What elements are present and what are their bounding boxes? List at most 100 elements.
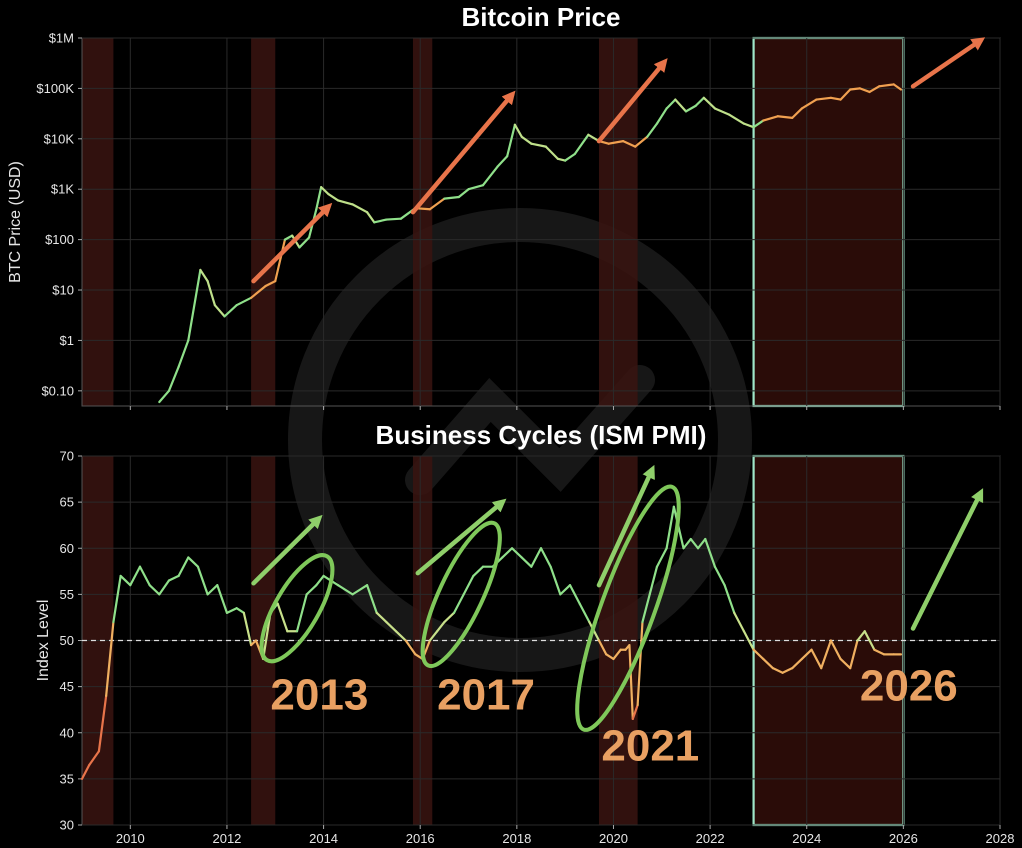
series-segment-71 (696, 537, 707, 550)
series-segment-26 (428, 197, 446, 211)
series-segment-4 (199, 268, 209, 283)
series-segment-0 (158, 389, 171, 404)
series-segment-28 (457, 188, 470, 199)
series-line-0 (158, 83, 903, 404)
x-tick-label-2: 2014 (309, 831, 338, 846)
year-annotation-2026: 2026 (860, 661, 958, 710)
cycle-ellipse-2 (575, 484, 681, 732)
series-segment-67 (665, 505, 675, 550)
series-segment-7 (223, 304, 238, 318)
series-segment-84 (820, 639, 832, 670)
series-segment-62 (631, 703, 639, 721)
series-segment-46 (501, 547, 514, 559)
series-segment-70 (689, 537, 700, 550)
series-segment-48 (520, 556, 533, 568)
series-line-0 (80, 505, 903, 780)
trend-arrow-0 (251, 514, 323, 586)
series-segment-58 (791, 107, 804, 119)
series-segment-55 (752, 119, 765, 129)
series-segment-20 (351, 203, 369, 214)
series-segment-80 (781, 667, 794, 674)
series-segment-21 (365, 211, 376, 224)
series-segment-11 (274, 238, 287, 283)
series-segment-46 (655, 107, 668, 125)
y-tick-label-1: $100K (36, 81, 74, 96)
y-tick-label-6: $1 (60, 333, 74, 348)
series-segment-83 (810, 648, 823, 670)
series-segment-60 (815, 96, 832, 101)
y-tick-label-0: $1M (49, 31, 74, 46)
series-segment-8 (235, 296, 253, 307)
series-segment-39 (573, 133, 590, 156)
series-segment-89 (863, 630, 876, 651)
series-segment-32 (375, 611, 388, 624)
watermark-logo (288, 208, 752, 672)
series-segment-44 (634, 135, 649, 148)
series-segment-65 (868, 85, 881, 94)
y-axis-label-1: Index Level (35, 600, 52, 682)
series-segment-9 (250, 284, 267, 299)
series-segment-12 (187, 556, 200, 568)
series-segment-36 (544, 145, 560, 160)
y-tick-label-2: $10K (44, 131, 75, 146)
series-segment-6 (213, 304, 226, 318)
series-segment-5 (119, 574, 132, 587)
trend-arrow-3 (910, 488, 984, 631)
series-segment-4 (112, 574, 122, 624)
series-segment-37 (556, 157, 567, 162)
y-tick-label-8: 70 (60, 449, 74, 464)
series-segment-57 (776, 115, 794, 119)
series-segment-76 (742, 630, 755, 651)
y-tick-label-4: $100 (45, 232, 74, 247)
x-tick-label-5: 2020 (599, 831, 628, 846)
series-segment-10 (264, 280, 277, 288)
trend-arrow-3 (910, 37, 986, 89)
series-segment-61 (829, 96, 842, 101)
y-tick-label-6: 60 (60, 541, 74, 556)
series-segment-17 (235, 607, 245, 614)
series-segment-51 (549, 565, 562, 596)
series-segment-35 (530, 142, 547, 148)
series-segment-27 (315, 574, 325, 587)
shaded-period-2 (412, 38, 433, 406)
series-segment-1 (88, 750, 101, 767)
series-segment-77 (752, 648, 765, 661)
cycle-ellipse-0 (259, 553, 335, 664)
y-tick-label-3: 45 (60, 679, 74, 694)
x-tick-label-8: 2026 (889, 831, 918, 846)
series-segment-48 (674, 98, 688, 113)
series-segment-2 (177, 339, 190, 368)
y-tick-label-7: 65 (60, 495, 74, 510)
series-segment-72 (704, 537, 717, 568)
series-segment-43 (622, 140, 637, 148)
series-segment-7 (138, 565, 151, 587)
series-segment-18 (327, 192, 340, 202)
series-segment-82 (800, 648, 813, 661)
trend-arrow-1 (415, 498, 507, 576)
series-segment-34 (520, 135, 533, 145)
series-segment-38 (428, 630, 439, 642)
series-segment-47 (665, 98, 677, 110)
series-segment-23 (276, 602, 289, 633)
x-tick-label-6: 2022 (696, 831, 725, 846)
series-segment-53 (728, 113, 746, 125)
y-tick-label-0: 30 (60, 818, 74, 833)
y-tick-label-1: 35 (60, 771, 74, 786)
series-segment-30 (351, 584, 369, 596)
trend-arrow-2 (596, 464, 655, 588)
series-segment-65 (648, 565, 659, 596)
series-segment-9 (158, 579, 171, 596)
series-segment-53 (568, 584, 581, 605)
series-segment-86 (839, 657, 852, 670)
series-segment-69 (682, 537, 692, 550)
shaded-period-3 (598, 38, 638, 406)
series-segment-30 (481, 165, 499, 187)
series-segment-3 (187, 268, 202, 342)
series-segment-74 (723, 584, 736, 614)
series-segment-32 (506, 123, 517, 158)
bitcoin-price-panel: $1M $100K $10K $1K $100 $10 $1 $0.10 Bitcoin Pri… (7, 2, 1001, 410)
series-segment-16 (315, 186, 323, 211)
y-tick-label-4: 50 (60, 633, 74, 648)
series-segment-17 (320, 186, 330, 196)
series-segment-58 (612, 648, 622, 661)
